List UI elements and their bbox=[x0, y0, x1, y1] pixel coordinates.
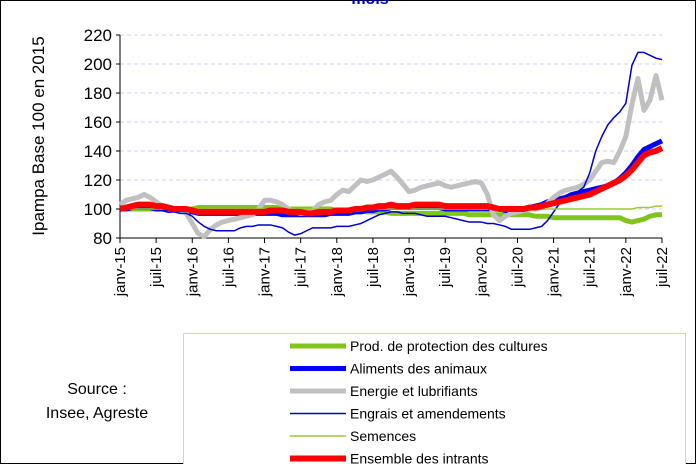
x-tick-label: janv-20 bbox=[473, 247, 490, 297]
y-tick-label: 80 bbox=[93, 229, 112, 248]
legend-box bbox=[183, 333, 686, 464]
legend-label: Engrais et amendements bbox=[350, 406, 506, 422]
series-line bbox=[119, 145, 664, 217]
x-tick-label: janv-21 bbox=[546, 247, 563, 297]
chart-title: mois bbox=[351, 0, 388, 8]
legend-label: Energie et lubrifiants bbox=[350, 383, 478, 399]
source-text: Insee, Agreste bbox=[46, 405, 148, 422]
y-tick-label: 120 bbox=[84, 171, 112, 190]
y-tick-label: 140 bbox=[84, 142, 112, 161]
x-tick-label: janv-19 bbox=[401, 247, 418, 297]
x-tick-label: juil-21 bbox=[582, 247, 599, 288]
x-tick-label: janv-18 bbox=[329, 247, 346, 297]
x-tick-label: juil-20 bbox=[509, 247, 526, 288]
y-tick-label: 220 bbox=[84, 26, 112, 45]
x-tick-label: janv-17 bbox=[257, 247, 274, 297]
legend-label: Ensemble des intrants bbox=[350, 451, 489, 464]
x-tick-label: juil-22 bbox=[654, 247, 671, 288]
x-tick-label: juil-15 bbox=[148, 247, 165, 288]
source-text: Source : bbox=[67, 381, 127, 398]
legend-label: Prod. de protection des cultures bbox=[350, 338, 548, 354]
x-tick-label: janv-16 bbox=[184, 247, 201, 297]
y-axis-label: Ipampa Base 100 en 2015 bbox=[29, 36, 48, 235]
legend-label: Semences bbox=[350, 428, 416, 444]
y-tick-label: 200 bbox=[84, 55, 112, 74]
series-line bbox=[120, 51, 663, 236]
x-tick-label: janv-15 bbox=[112, 247, 129, 297]
y-tick-label: 160 bbox=[84, 113, 112, 132]
x-tick-label: juil-19 bbox=[437, 247, 454, 288]
x-tick-label: juil-18 bbox=[365, 247, 382, 288]
x-tick-label: janv-22 bbox=[618, 247, 635, 297]
x-tick-label: juil-17 bbox=[293, 247, 310, 288]
y-tick-label: 100 bbox=[84, 200, 112, 219]
legend-label: Aliments des animaux bbox=[350, 361, 487, 377]
series-line bbox=[120, 205, 662, 225]
x-tick-label: juil-16 bbox=[220, 247, 237, 288]
y-tick-label: 180 bbox=[84, 84, 112, 103]
